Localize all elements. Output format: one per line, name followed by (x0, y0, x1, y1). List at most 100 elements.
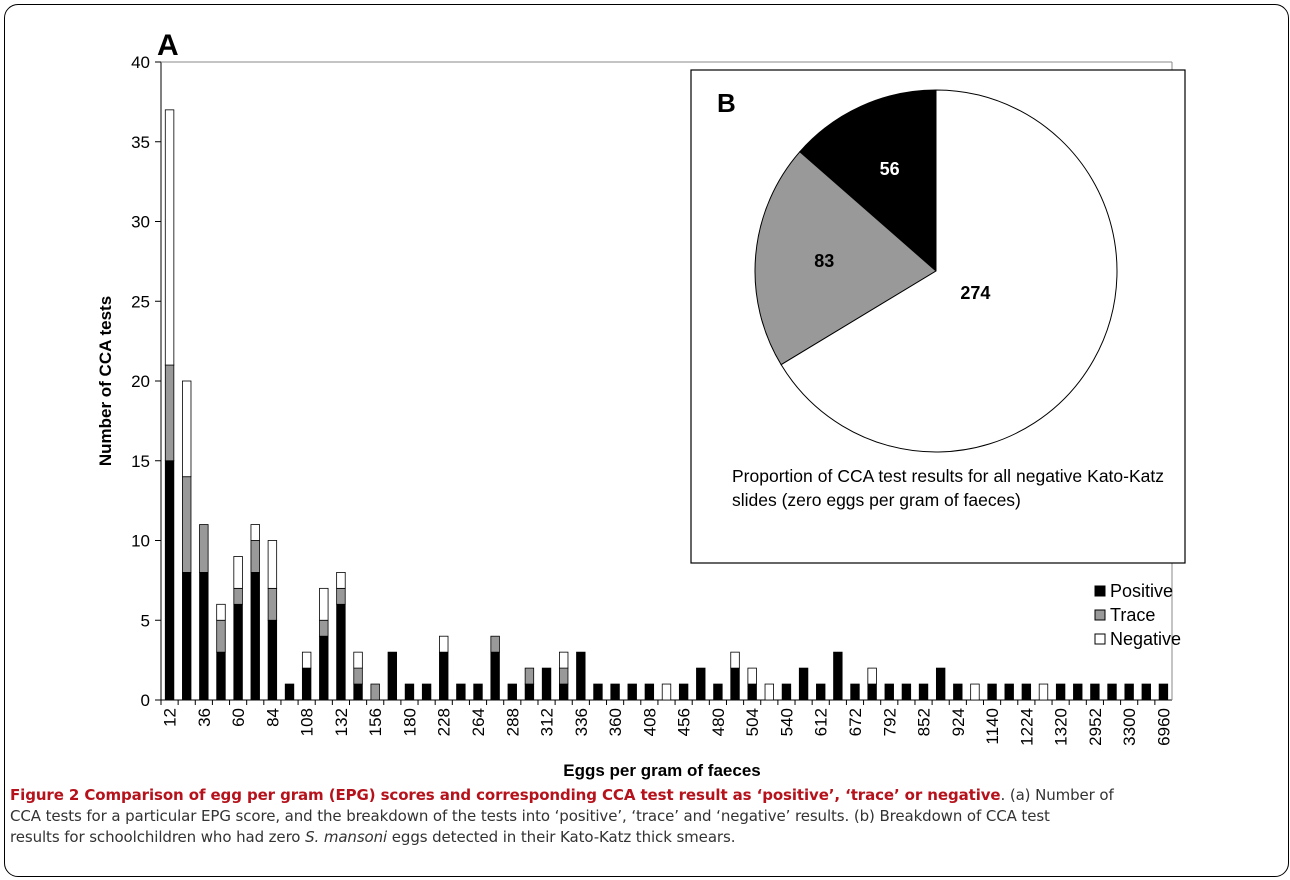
y-axis-title: Number of CCA tests (96, 296, 115, 466)
bar-segment-trace (524, 667, 535, 685)
caption-line-3-end: eggs detected in their Kato-Katz thick s… (387, 828, 736, 846)
bar-segment-positive (987, 683, 997, 701)
bar-segment-trace (182, 476, 192, 573)
bar-segment-positive (1004, 683, 1014, 701)
bar-segment-positive (1158, 683, 1169, 701)
bar-segment-trace (267, 587, 278, 621)
figure-caption: Figure 2 Comparison of egg per gram (EPG… (10, 785, 1282, 848)
bar-segment-positive (798, 667, 809, 701)
x-tick-label: 132 (332, 708, 351, 736)
caption-species-name: S. mansoni (305, 828, 388, 846)
bar-segment-trace (370, 683, 380, 701)
bar-segment-negative (1038, 683, 1049, 701)
x-tick-label: 6960 (1154, 708, 1173, 746)
x-tick-label: 1140 (983, 708, 1002, 745)
bar-segment-negative (747, 667, 757, 685)
bar-segment-negative (182, 380, 192, 478)
legend-swatch-trace (1094, 609, 1106, 621)
bar-segment-positive (284, 683, 295, 701)
x-tick-label: 792 (880, 708, 899, 736)
bar-segment-positive (867, 683, 877, 701)
x-tick-label: 312 (538, 708, 557, 736)
bar-segment-negative (730, 651, 740, 669)
x-tick-label: 672 (846, 708, 865, 736)
bar-segment-negative (319, 587, 329, 621)
bar-segment-trace (490, 635, 500, 653)
pie-slice-trace (754, 151, 937, 366)
bar-segment-negative (970, 683, 980, 701)
bar-segment-positive (473, 683, 483, 701)
x-tick-label: 228 (435, 708, 454, 736)
pie-slice-negative (780, 89, 1118, 453)
bar-segment-trace (559, 667, 569, 685)
bar-segment-positive (233, 603, 243, 701)
bar-segment-positive (747, 683, 757, 701)
bar-segment-negative (336, 572, 346, 589)
bar-segment-positive (404, 683, 415, 701)
pie-label-negative: 274 (960, 283, 990, 303)
x-tick-label: 504 (743, 708, 762, 736)
bar-segment-positive (1055, 683, 1066, 701)
bar-segment-positive (644, 683, 655, 701)
y-tick-label: 25 (131, 292, 150, 311)
bar-segment-negative (301, 651, 312, 669)
bar-segment-negative (661, 683, 672, 701)
bar-segment-positive (781, 683, 792, 701)
bar-segment-positive (816, 683, 826, 701)
x-tick-label: 924 (949, 708, 968, 736)
y-tick-label: 5 (141, 611, 150, 630)
bar-segment-positive (1141, 683, 1151, 701)
bar-segment-negative (559, 651, 569, 669)
pie-slice-positive (799, 89, 937, 273)
bar-segment-positive (524, 683, 535, 701)
bar-segment-positive (850, 683, 860, 701)
bar-segment-positive (250, 572, 260, 701)
caption-line-1-rest: . (a) Number of (1000, 786, 1114, 804)
bar-segment-positive (1073, 683, 1083, 701)
x-tick-label: 2952 (1086, 708, 1105, 746)
bar-segment-positive (541, 667, 552, 701)
bar-segment-negative (867, 667, 877, 685)
x-tick-label: 336 (572, 708, 591, 736)
panel-a-label: A (157, 29, 179, 62)
bar-segment-positive (953, 683, 963, 701)
bar-segment-positive (918, 683, 929, 701)
legend-swatch-negative (1094, 633, 1106, 645)
bar-segment-positive (267, 619, 278, 701)
pie-label-positive: 56 (880, 159, 900, 179)
bar-segment-positive (1090, 683, 1100, 701)
x-tick-label: 84 (263, 708, 282, 727)
bar-segment-positive (182, 572, 192, 701)
bar-segment-positive (1124, 683, 1134, 701)
y-tick-label: 30 (131, 213, 150, 232)
x-tick-label: 360 (606, 708, 625, 736)
bar-segment-negative (233, 556, 243, 589)
bar-segment-positive (199, 572, 209, 701)
bar-segment-positive (901, 683, 912, 701)
bar-segment-positive (833, 651, 843, 701)
bar-segment-negative (164, 109, 175, 366)
bar-segment-positive (730, 667, 740, 701)
bar-segment-negative (353, 651, 363, 669)
caption-line-1: Figure 2 Comparison of egg per gram (EPG… (10, 785, 1282, 806)
x-tick-label: 108 (298, 708, 317, 736)
bar-segment-trace (233, 587, 243, 605)
bar-segment-positive (301, 667, 312, 701)
y-tick-label: 0 (141, 691, 150, 710)
bar-segment-negative (439, 635, 449, 653)
pie-caption-box: Proportion of CCA test results for all n… (732, 466, 1164, 510)
bar-segment-trace (353, 667, 363, 685)
x-tick-label: 180 (400, 708, 419, 736)
x-tick-label: 12 (161, 708, 180, 727)
x-tick-label: 540 (777, 708, 796, 736)
legend-label-trace: Trace (1110, 605, 1155, 625)
caption-line-3-start: results for schoolchildren who had zero (10, 828, 306, 846)
x-tick-label: 36 (195, 708, 214, 727)
bar-segment-positive (164, 460, 175, 701)
x-tick-label: 456 (675, 708, 694, 736)
bar-segment-trace (199, 524, 209, 573)
x-tick-label: 60 (229, 708, 248, 727)
bar-segment-positive (1107, 683, 1117, 701)
bar-segment-positive (593, 683, 603, 701)
x-tick-label: 852 (915, 708, 934, 736)
